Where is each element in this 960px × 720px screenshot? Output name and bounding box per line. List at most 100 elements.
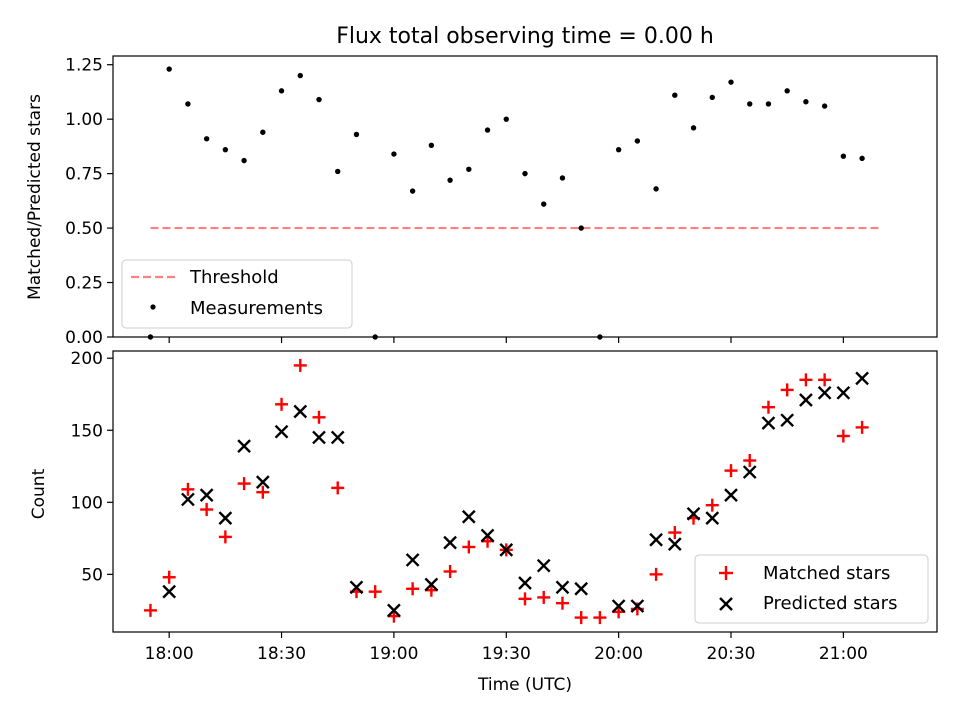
measurement-point [765, 101, 772, 107]
measurement-point [709, 94, 715, 101]
predicted-star-point [349, 580, 364, 595]
measurement-point [840, 153, 847, 159]
top-ylabel: Matched/Predicted stars [25, 94, 45, 300]
matched-star-point [312, 410, 326, 424]
predicted-star-point [761, 416, 776, 430]
measurement-point [672, 92, 678, 98]
bottom-legend-box [694, 554, 929, 624]
measurement-point [222, 146, 229, 153]
matched-star-point [518, 592, 532, 606]
predicted-star-point [555, 580, 570, 595]
bottom-xtick-label: 19:30 [482, 644, 531, 664]
predicted-star-point [424, 577, 439, 592]
predicted-star-point [255, 475, 270, 489]
bottom-xtick-label: 18:30 [257, 644, 306, 664]
matched-star-point [331, 481, 345, 495]
measurement-point [690, 125, 697, 131]
predicted-star-point [630, 599, 645, 613]
measurement-point [335, 168, 341, 175]
legend-threshold-label: Threshold [189, 267, 279, 288]
bottom-xtick-label: 18:00 [145, 644, 194, 664]
legend-predicted-label: Predicted stars [763, 593, 897, 614]
legend-predicted-swatch [719, 597, 733, 611]
measurement-point [297, 72, 303, 79]
matched-star-point [368, 585, 382, 599]
predicted-star-point [742, 465, 757, 479]
measurement-point [466, 166, 472, 172]
bottom-ytick-label: 50 [81, 565, 103, 585]
bottom-ytick-label: 100 [71, 493, 103, 513]
top-ytick-label: 1.00 [65, 110, 103, 130]
measurement-point [859, 155, 865, 162]
matched-star-point [593, 611, 607, 625]
predicted-star-point [686, 506, 701, 521]
matched-star-point [555, 596, 569, 610]
legend-measurements-swatch [150, 304, 156, 310]
predicted-star-point [274, 424, 289, 439]
measurement-point [203, 136, 210, 142]
predicted-star-point [330, 430, 345, 445]
legend-matched-swatch [719, 566, 733, 580]
predicted-star-point [724, 488, 738, 502]
matched-star-point [200, 503, 214, 517]
matched-star-point [649, 567, 663, 581]
measurement-point [391, 151, 397, 157]
bottom-legend: Matched stars Predicted stars [694, 554, 929, 624]
measurement-point [615, 146, 622, 153]
matched-star-point [275, 397, 289, 411]
measurement-point [428, 142, 435, 149]
predicted-star-point [199, 488, 214, 502]
matched-star-point [743, 454, 757, 468]
predicted-star-point [780, 413, 795, 428]
bottom-xtick-label: 20:30 [707, 644, 756, 664]
predicted-star-point [443, 535, 457, 550]
matched-star-point [780, 383, 794, 397]
predicted-star-point [293, 404, 308, 419]
predicted-star-point [480, 528, 495, 543]
top-ytick-label: 0.00 [65, 328, 103, 348]
measurement-point [166, 66, 172, 72]
bottom-axis-ticks: 50 100 150 200 18:00 18:30 19:00 19:30 20:00 20:3… [71, 349, 868, 664]
matched-star-point [462, 540, 476, 554]
bottom-ylabel: Count [29, 468, 49, 519]
predicted-star-point [499, 543, 514, 557]
matched-star-point [724, 464, 738, 478]
predicted-star-point [817, 385, 832, 400]
matched-star-point [237, 477, 251, 491]
predicted-star-point [181, 492, 195, 507]
bottom-xlabel: Time (UTC) [477, 675, 572, 695]
predicted-star-point [387, 603, 401, 618]
matched-star-point [218, 530, 232, 544]
measurement-point [803, 99, 809, 105]
predicted-star-point [836, 385, 851, 400]
measurement-point [447, 177, 453, 183]
bottom-ytick-label: 150 [71, 421, 103, 441]
predicted-star-point [855, 371, 869, 386]
matched-star-point [855, 420, 869, 434]
measurement-point [653, 186, 659, 192]
measurement-point [185, 101, 191, 107]
measurement-point [484, 127, 491, 133]
legend-measurements-label: Measurements [190, 298, 323, 319]
top-plot-area [147, 66, 881, 340]
measurement-point [503, 116, 509, 122]
predicted-star-point [405, 553, 420, 567]
measurement-point [728, 79, 734, 85]
measurement-point [559, 175, 566, 181]
bottom-xtick-label: 20:00 [594, 644, 643, 664]
matched-star-point [761, 400, 775, 414]
bottom-panel: Count Time (UTC) 50 100 150 200 18:00 18:30 19… [29, 349, 938, 695]
measurement-point [260, 129, 266, 135]
bottom-axes-frame [112, 350, 938, 633]
bottom-ytick-label: 200 [71, 349, 103, 369]
measurement-point [578, 225, 584, 231]
predicted-star-point [536, 558, 551, 573]
top-legend: Threshold Measurements [121, 259, 353, 329]
predicted-star-point [162, 584, 177, 599]
matched-star-point [818, 373, 832, 387]
matched-star-point [537, 590, 551, 604]
matched-star-point [705, 498, 719, 512]
matched-star-point [406, 582, 420, 596]
matched-star-point [293, 358, 307, 372]
measurement-point [541, 201, 547, 207]
